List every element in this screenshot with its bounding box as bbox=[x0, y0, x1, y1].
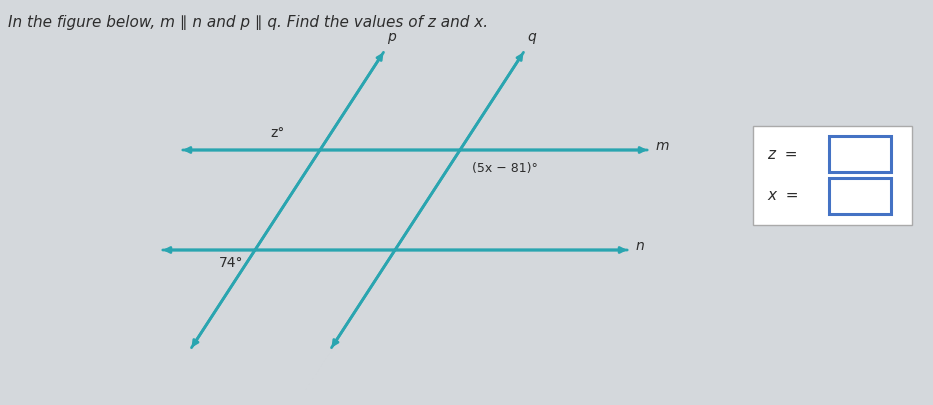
FancyBboxPatch shape bbox=[829, 136, 891, 172]
Text: 74°: 74° bbox=[218, 256, 243, 270]
Text: m: m bbox=[656, 139, 670, 153]
Text: z°: z° bbox=[271, 126, 285, 140]
Text: q: q bbox=[527, 30, 536, 44]
Text: (5x − 81)°: (5x − 81)° bbox=[472, 162, 538, 175]
Text: z  =: z = bbox=[767, 147, 798, 162]
Text: In the figure below, m ∥ n and p ∥ q. Find the values of z and x.: In the figure below, m ∥ n and p ∥ q. Fi… bbox=[8, 15, 488, 30]
Text: n: n bbox=[636, 239, 645, 253]
Text: p: p bbox=[387, 30, 396, 44]
FancyBboxPatch shape bbox=[829, 178, 891, 214]
FancyBboxPatch shape bbox=[753, 126, 912, 224]
Text: x  =: x = bbox=[767, 188, 799, 203]
